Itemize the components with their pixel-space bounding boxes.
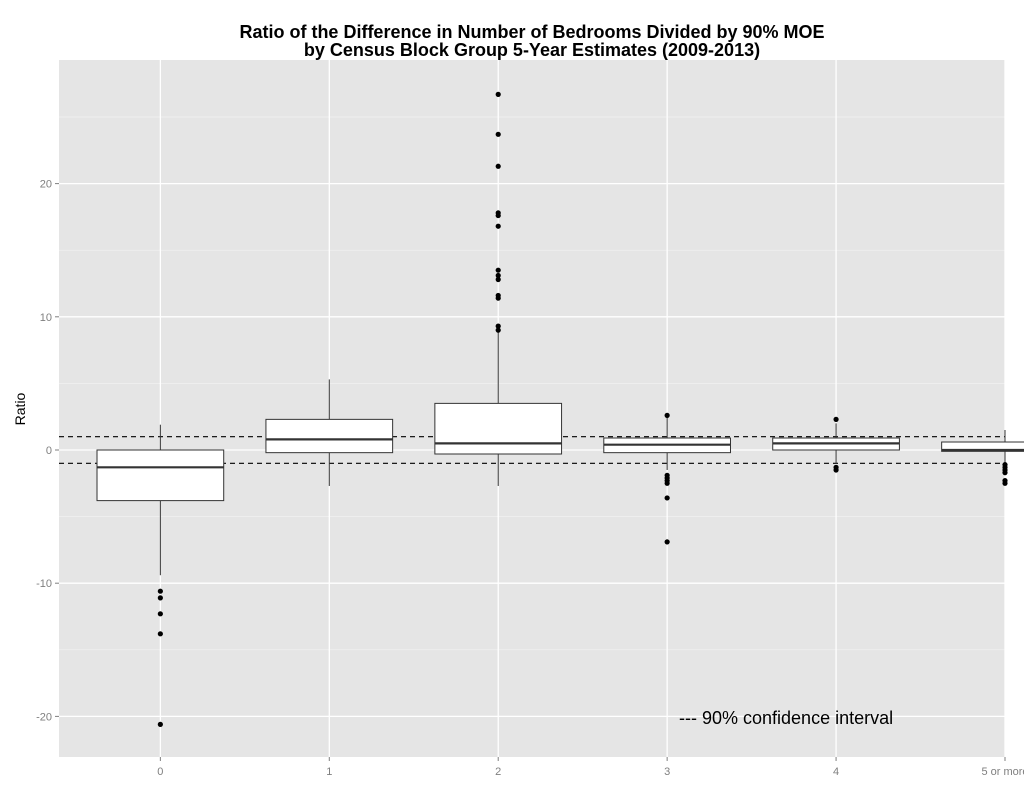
box bbox=[941, 441, 1024, 452]
chart-title-line-2: by Census Block Group 5-Year Estimates (… bbox=[304, 40, 760, 60]
boxplot-1 bbox=[265, 379, 394, 486]
outlier-point bbox=[833, 416, 839, 422]
outlier-point bbox=[1002, 470, 1008, 476]
y-tick-label: 0 bbox=[46, 445, 52, 457]
y-axis-ticks: -20 -10 0 10 20 bbox=[36, 179, 59, 723]
outlier-point bbox=[495, 91, 501, 97]
box bbox=[265, 418, 394, 454]
x-tick-label: 1 bbox=[326, 766, 332, 778]
outlier-point bbox=[664, 412, 670, 418]
outlier-point bbox=[157, 595, 163, 601]
y-tick-label: 10 bbox=[40, 312, 52, 324]
x-tick-label: 2 bbox=[495, 766, 501, 778]
outlier-point bbox=[495, 267, 501, 273]
minor-gridlines bbox=[59, 116, 1005, 651]
outlier-point bbox=[495, 163, 501, 169]
outlier-point bbox=[157, 611, 163, 617]
outlier-point bbox=[495, 327, 501, 333]
outlier-point bbox=[495, 223, 501, 229]
confidence-interval-note: --- 90% confidence interval bbox=[679, 708, 893, 728]
boxplot-2 bbox=[434, 91, 563, 486]
boxplot-4 bbox=[772, 416, 900, 473]
outlier-point bbox=[157, 588, 163, 594]
outlier-point bbox=[664, 480, 670, 486]
boxplots bbox=[96, 91, 1024, 727]
y-tick-label: 20 bbox=[40, 179, 52, 191]
outlier-point bbox=[664, 539, 670, 545]
y-tick-label: -10 bbox=[36, 578, 52, 590]
outlier-point bbox=[495, 131, 501, 137]
box bbox=[96, 449, 225, 502]
box bbox=[434, 402, 563, 455]
outlier-point bbox=[1002, 480, 1008, 486]
x-tick-label: 4 bbox=[833, 766, 839, 778]
y-tick-label: -20 bbox=[36, 711, 52, 723]
outlier-point bbox=[495, 276, 501, 283]
boxplot-5-or-more bbox=[941, 430, 1024, 486]
boxplot-3 bbox=[603, 412, 731, 545]
outlier-point bbox=[664, 495, 670, 501]
outlier-point bbox=[495, 292, 501, 299]
x-axis-ticks: 0 1 2 3 4 5 or more bbox=[157, 757, 1024, 778]
outlier-point bbox=[157, 631, 163, 637]
outlier-point bbox=[157, 721, 163, 727]
chart-title-line-1: Ratio of the Difference in Number of Bed… bbox=[239, 22, 824, 42]
outlier-point bbox=[833, 467, 839, 473]
outlier-point bbox=[495, 323, 501, 329]
y-axis-label: Ratio bbox=[12, 392, 28, 425]
boxplot-0 bbox=[96, 424, 225, 727]
x-tick-label: 0 bbox=[157, 766, 163, 778]
x-tick-label: 3 bbox=[664, 766, 670, 778]
outlier-point bbox=[495, 210, 501, 216]
x-tick-label: 5 or more bbox=[981, 766, 1024, 778]
outlier-point bbox=[495, 272, 501, 279]
